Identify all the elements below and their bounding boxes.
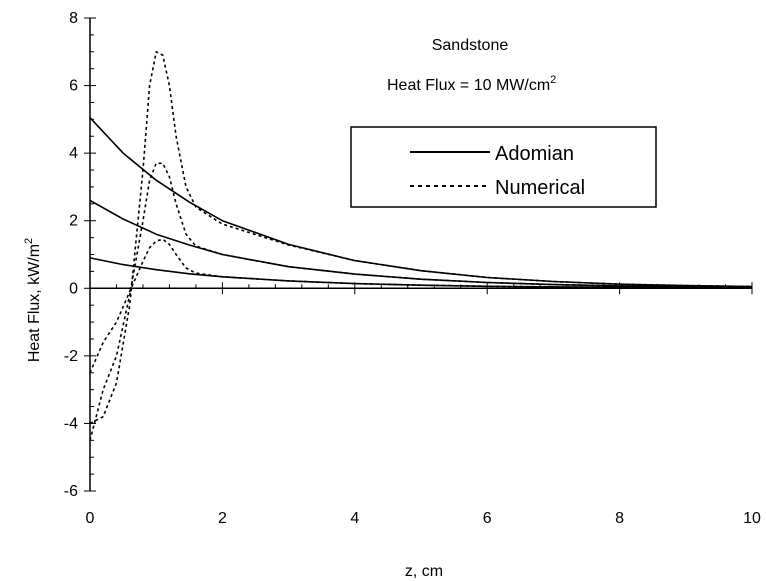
numerical-series-line-1 — [89, 51, 753, 425]
y-axis-label: Heat Flux, kW/m2 — [23, 238, 43, 362]
annotation-heat-flux: Heat Flux = 10 MW/cm2 — [387, 74, 556, 94]
legend-box — [350, 126, 657, 208]
legend-label-numerical: Numerical — [495, 177, 585, 199]
y-tick-label: 4 — [69, 145, 78, 162]
tick-labels: -6 -4 -2 0 2 4 6 8 0 2 4 6 8 10 — [64, 10, 761, 527]
x-tick-label: 0 — [86, 510, 95, 527]
y-tick-label: -2 — [64, 348, 78, 365]
y-axis-label-main: Heat Flux, kW/m — [26, 244, 43, 362]
x-tick-label: 10 — [743, 510, 761, 527]
annotation-heat-flux-main: Heat Flux = 10 MW/cm — [387, 77, 550, 94]
axes-layer — [84, 17, 753, 492]
y-tick-label: 0 — [69, 280, 78, 297]
x-tick-label: 4 — [350, 510, 359, 527]
adomian-series-line-3 — [89, 257, 753, 289]
y-tick-label: 2 — [69, 213, 78, 230]
y-tick-label: 8 — [69, 10, 78, 27]
x-axis-label: z, cm — [405, 563, 443, 580]
y-tick-label: 6 — [69, 78, 78, 95]
numerical-series-line-2 — [89, 162, 753, 441]
legend: Adomian Numerical — [350, 126, 657, 208]
x-tick-label: 8 — [615, 510, 624, 527]
x-tick-label: 6 — [483, 510, 492, 527]
y-tick-label: -4 — [64, 415, 78, 432]
y-tick-label: -6 — [64, 483, 78, 500]
x-tick-label: 2 — [218, 510, 227, 527]
legend-label-adomian: Adomian — [495, 143, 574, 165]
numerical-series-line-3 — [89, 238, 753, 374]
annotation-material: Sandstone — [432, 37, 509, 54]
y-axis-label-sup: 2 — [23, 238, 35, 244]
series-layer — [89, 51, 753, 441]
annotation-heat-flux-sup: 2 — [550, 74, 556, 86]
